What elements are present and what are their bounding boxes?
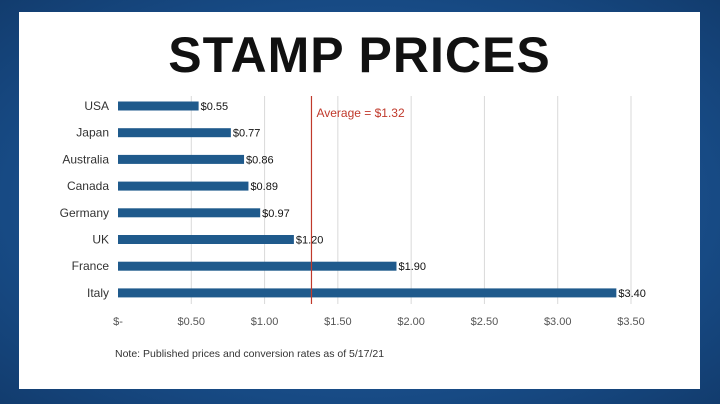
average-label: Average = $1.32 — [316, 106, 405, 120]
value-label: $0.55 — [201, 101, 229, 113]
category-label: UK — [92, 233, 109, 247]
x-tick-label: $1.00 — [251, 316, 279, 328]
x-tick-label: $- — [113, 316, 123, 328]
bar — [118, 261, 397, 271]
category-label: USA — [84, 99, 109, 113]
category-label: France — [72, 259, 110, 273]
x-tick-label: $3.50 — [617, 316, 645, 328]
category-label: Japan — [76, 126, 109, 140]
category-label: Australia — [62, 152, 109, 166]
chart-card: STAMP PRICES $- $0.50 $1.00 $1.50 $2.00 $2.50… — [19, 12, 700, 389]
value-label: $1.20 — [296, 235, 324, 247]
category-label: Germany — [60, 206, 109, 220]
value-label: $3.40 — [618, 288, 646, 300]
value-label: $0.89 — [250, 181, 278, 193]
value-label: $1.90 — [398, 261, 426, 273]
bar — [118, 288, 617, 298]
x-tick-label: $1.50 — [324, 316, 352, 328]
bar — [118, 235, 294, 244]
x-tick-label: $3.00 — [544, 316, 572, 328]
chart-title: STAMP PRICES — [168, 27, 551, 83]
value-label: $0.86 — [246, 154, 274, 166]
x-tick-label: $0.50 — [178, 316, 206, 328]
category-label: Canada — [67, 179, 109, 193]
bar — [118, 128, 231, 138]
category-label: Italy — [87, 286, 109, 300]
x-tick-label: $2.00 — [397, 316, 425, 328]
footnote: Note: Published prices and conversion ra… — [115, 348, 385, 360]
bar — [118, 208, 261, 218]
value-label: $0.77 — [233, 128, 261, 140]
bar — [118, 154, 245, 164]
bar — [118, 181, 249, 191]
bar — [118, 101, 199, 111]
bar-chart: $- $0.50 $1.00 $1.50 $2.00 $2.50 $3.00 $3.50 USA… — [60, 96, 646, 328]
value-label: $0.97 — [262, 208, 290, 220]
x-tick-label: $2.50 — [471, 316, 499, 328]
